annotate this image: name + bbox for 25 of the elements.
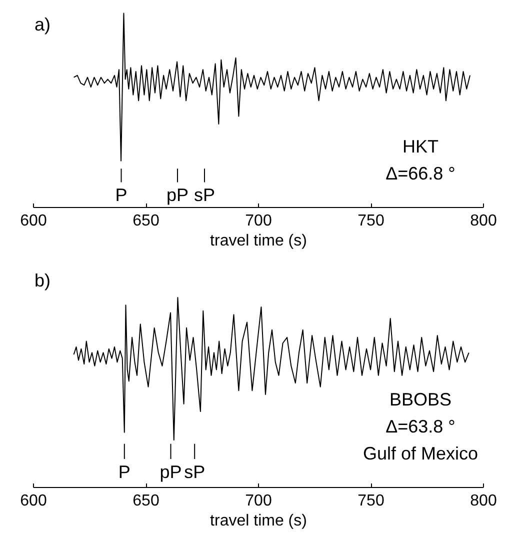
x-tick-label: 750 [358,212,384,230]
x-axis-title: travel time (s) [210,232,307,250]
x-tick-label: 800 [470,492,497,510]
x-tick-label: 600 [20,492,47,510]
x-tick-label: 600 [20,212,47,230]
ref-line-label: P [115,185,128,206]
ref-line-label: pP [166,185,189,206]
ref-line-label: P [118,462,130,482]
x-tick-label: 750 [358,492,384,510]
ref-line-label: sP [194,185,216,206]
x-tick-label: 650 [132,492,160,510]
annotation: Gulf of Mexico [362,444,478,464]
ref-line-label: pP [160,462,182,482]
annotation: Δ=63.8 ° [386,416,456,436]
x-tick-label: 700 [245,492,272,510]
annotation: Δ=66.8 ° [386,164,456,184]
x-tick-label: 650 [132,212,160,230]
x-axis-title: travel time (s) [210,512,307,530]
annotation: BBOBS [389,390,452,410]
annotation: HKT [402,136,439,156]
text: b) [34,270,51,290]
x-tick-label: 800 [470,212,497,230]
x-tick-label: 700 [245,212,272,230]
annotation: a) [34,14,51,34]
ref-line-label: sP [184,462,206,482]
